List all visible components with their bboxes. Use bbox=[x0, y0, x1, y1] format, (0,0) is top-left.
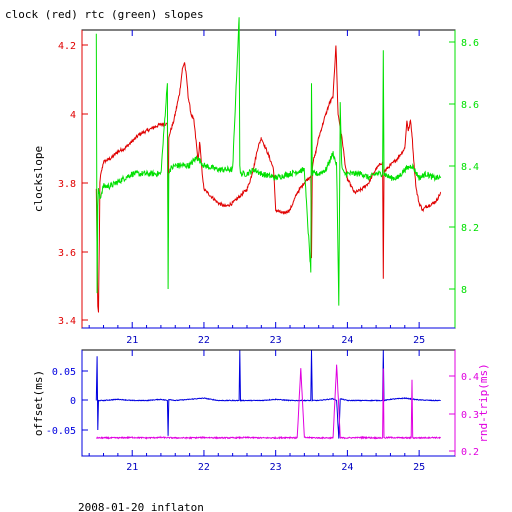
right-tick-label: 0.4 bbox=[461, 372, 479, 383]
x-tick-label: 24 bbox=[341, 335, 353, 346]
left-tick-label: 0.05 bbox=[52, 367, 76, 378]
right-tick-label: 8.6 bbox=[461, 38, 479, 49]
series-line-1-0 bbox=[95, 350, 441, 439]
left-tick-label: 0 bbox=[70, 396, 76, 407]
left-tick-label: 3.8 bbox=[58, 179, 76, 190]
bottom-panel: 21 22 23 24 25 0.05 0 -0.05 0.4 0.3 0.2 offset(ms) r… bbox=[32, 349, 490, 473]
left-tick-label: 3.4 bbox=[58, 316, 76, 327]
left-axis-label: offset(ms) bbox=[32, 370, 45, 436]
chart-footer: 2008-01-20 inflaton bbox=[78, 501, 204, 512]
x-tick-label: 23 bbox=[270, 462, 282, 473]
left-tick-label: -0.05 bbox=[46, 426, 76, 437]
left-axis-label: clockslope bbox=[32, 146, 45, 212]
left-tick-label: 4 bbox=[70, 110, 76, 121]
x-tick-label: 25 bbox=[413, 462, 425, 473]
x-tick-label: 22 bbox=[198, 462, 210, 473]
right-tick-label: 0.2 bbox=[461, 447, 479, 458]
x-tick-label: 23 bbox=[270, 335, 282, 346]
right-tick-label: 8.6 bbox=[461, 100, 479, 111]
right-axis-label: rnd-trip(ms) bbox=[477, 363, 490, 442]
x-tick-label: 22 bbox=[198, 335, 210, 346]
series-line-1-1 bbox=[96, 364, 441, 440]
right-tick-label: 8.4 bbox=[461, 162, 479, 173]
plot-frame bbox=[81, 29, 456, 329]
series-line-0-0 bbox=[95, 45, 442, 313]
plot-frame bbox=[81, 349, 456, 457]
right-tick-label: 0.3 bbox=[461, 410, 479, 421]
chart-title: clock (red) rtc (green) slopes bbox=[5, 8, 204, 21]
top-panel: 21 22 23 24 25 3.4 3.6 3.8 4 4.2 8 8.2 8.4 8.6 8.6 cloc… bbox=[32, 17, 479, 346]
x-tick-label: 21 bbox=[126, 462, 138, 473]
right-tick-label: 8 bbox=[461, 285, 467, 296]
x-tick-label: 21 bbox=[126, 335, 138, 346]
left-tick-label: 4.2 bbox=[58, 41, 76, 52]
left-tick-label: 3.6 bbox=[58, 248, 76, 259]
x-tick-label: 24 bbox=[341, 462, 353, 473]
right-tick-label: 8.2 bbox=[461, 223, 479, 234]
x-tick-label: 25 bbox=[413, 335, 425, 346]
series-line-0-1 bbox=[95, 17, 442, 306]
